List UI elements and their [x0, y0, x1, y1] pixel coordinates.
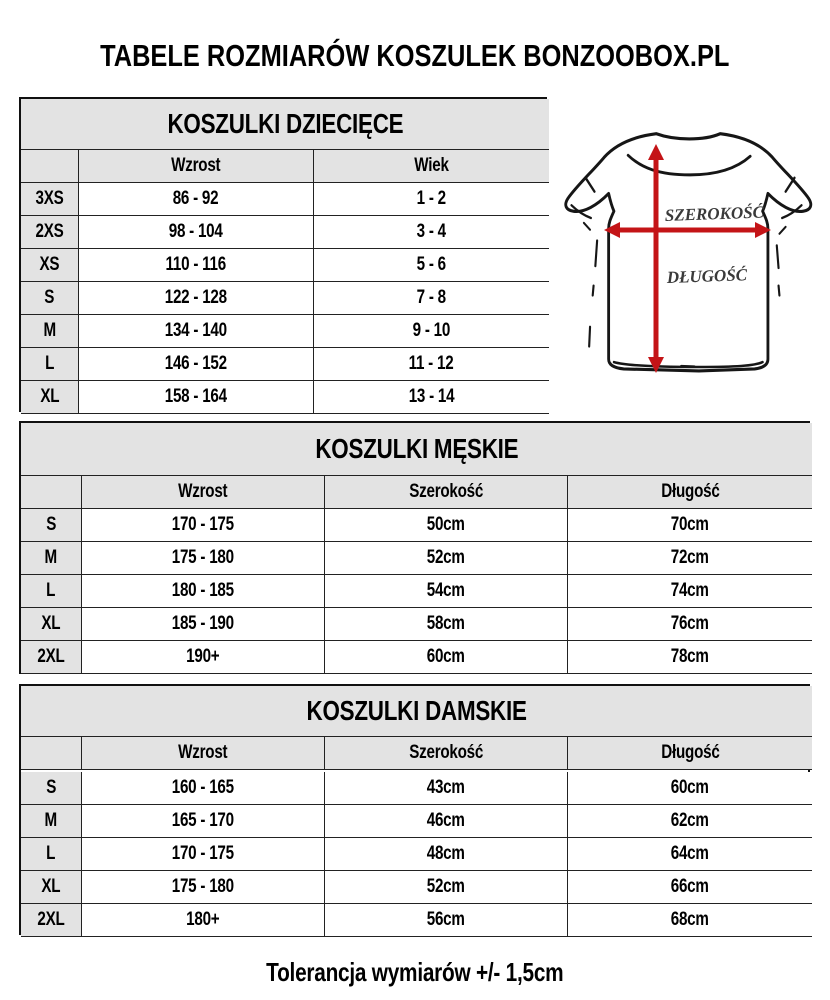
svg-text:DŁUGOŚĆ: DŁUGOŚĆ: [665, 265, 748, 287]
svg-text:SZEROKOŚĆ: SZEROKOŚĆ: [664, 203, 764, 225]
